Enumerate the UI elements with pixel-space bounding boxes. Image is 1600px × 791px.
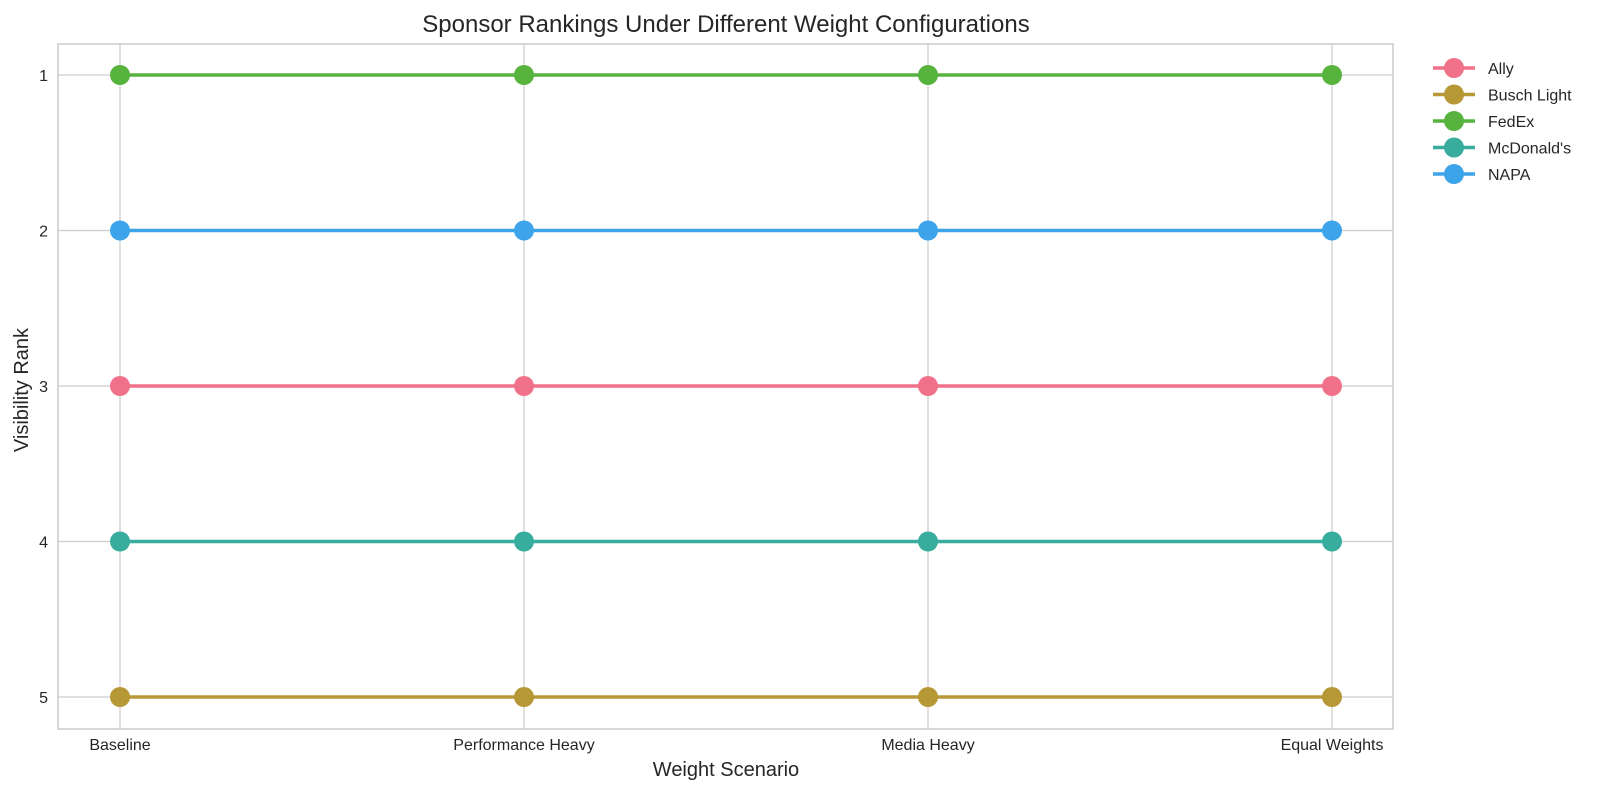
y-tick-label: 1 bbox=[39, 68, 48, 85]
legend-marker bbox=[1444, 137, 1464, 158]
legend-item: FedEx bbox=[1433, 111, 1534, 131]
data-point bbox=[918, 687, 938, 707]
legend-marker bbox=[1444, 84, 1464, 105]
data-point bbox=[918, 220, 938, 241]
data-point bbox=[110, 65, 130, 85]
x-tick-label: Equal Weights bbox=[1281, 737, 1384, 754]
legend-marker bbox=[1444, 111, 1464, 131]
legend-label: McDonald's bbox=[1488, 141, 1571, 158]
y-axis-label: Visibility Rank bbox=[11, 327, 33, 452]
data-point bbox=[1322, 65, 1342, 85]
data-point bbox=[110, 220, 130, 241]
series-fedex bbox=[110, 65, 1342, 85]
series-mcdonald-s bbox=[110, 531, 1342, 552]
y-tick-label: 5 bbox=[39, 690, 48, 707]
legend-label: Ally bbox=[1488, 61, 1514, 78]
data-point bbox=[514, 376, 534, 396]
y-tick-labels: 1 2 3 4 5 bbox=[39, 68, 48, 707]
data-point bbox=[110, 687, 130, 707]
data-point bbox=[1322, 531, 1342, 552]
data-point bbox=[918, 376, 938, 396]
x-axis-label: Weight Scenario bbox=[653, 759, 799, 781]
x-tick-label: Baseline bbox=[89, 737, 150, 754]
series-napa bbox=[110, 220, 1342, 241]
y-tick-label: 4 bbox=[39, 535, 48, 552]
data-point bbox=[1322, 220, 1342, 241]
data-point bbox=[1322, 376, 1342, 396]
x-tick-label: Media Heavy bbox=[881, 737, 974, 754]
data-point bbox=[110, 531, 130, 552]
data-point bbox=[514, 220, 534, 241]
legend-marker bbox=[1444, 164, 1464, 184]
legend-marker bbox=[1444, 58, 1464, 78]
data-point bbox=[1322, 687, 1342, 707]
series-ally bbox=[110, 376, 1342, 396]
legend-label: Busch Light bbox=[1488, 88, 1572, 105]
y-tick-label: 2 bbox=[39, 224, 48, 241]
x-tick-labels: Baseline Performance Heavy Media Heavy Equa… bbox=[89, 737, 1383, 754]
legend-item: NAPA bbox=[1433, 164, 1531, 184]
data-point bbox=[514, 531, 534, 552]
legend: Ally Busch Light FedEx McDonald's NAPA bbox=[1433, 58, 1572, 184]
series-busch-light bbox=[110, 687, 1342, 707]
data-point bbox=[110, 376, 130, 396]
data-point bbox=[514, 65, 534, 85]
plot-frame bbox=[57, 43, 1394, 730]
data-point bbox=[918, 531, 938, 552]
legend-item: Ally bbox=[1433, 58, 1514, 78]
legend-item: McDonald's bbox=[1433, 137, 1571, 158]
legend-label: FedEx bbox=[1488, 114, 1534, 131]
series-layer bbox=[110, 65, 1342, 707]
x-tick-label: Performance Heavy bbox=[453, 737, 594, 754]
legend-item: Busch Light bbox=[1433, 84, 1572, 105]
data-point bbox=[918, 65, 938, 85]
legend-label: NAPA bbox=[1488, 167, 1531, 184]
y-tick-label: 3 bbox=[39, 379, 48, 396]
data-point bbox=[514, 687, 534, 707]
chart-title: Sponsor Rankings Under Different Weight … bbox=[422, 11, 1029, 38]
